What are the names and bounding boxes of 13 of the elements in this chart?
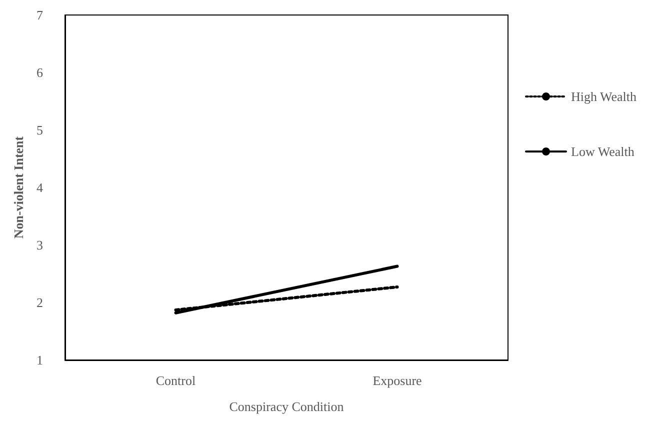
legend-label: Low Wealth — [571, 144, 635, 159]
y-tick-label: 3 — [36, 238, 43, 252]
x-tick-label: Exposure — [372, 373, 422, 388]
y-tick-label: 4 — [36, 180, 44, 195]
y-tick-label: 1 — [36, 352, 43, 368]
y-tick-label: 5 — [36, 122, 43, 138]
legend-label: High Wealth — [571, 89, 638, 104]
x-tick-label: Control — [156, 373, 196, 388]
y-tick-label: 6 — [36, 65, 44, 80]
y-tick-label: 7 — [36, 8, 44, 22]
y-tick-label: 2 — [36, 295, 43, 310]
y-axis-title: Non-violent Intent — [11, 136, 26, 239]
x-axis-title: Conspiracy Condition — [229, 399, 344, 414]
